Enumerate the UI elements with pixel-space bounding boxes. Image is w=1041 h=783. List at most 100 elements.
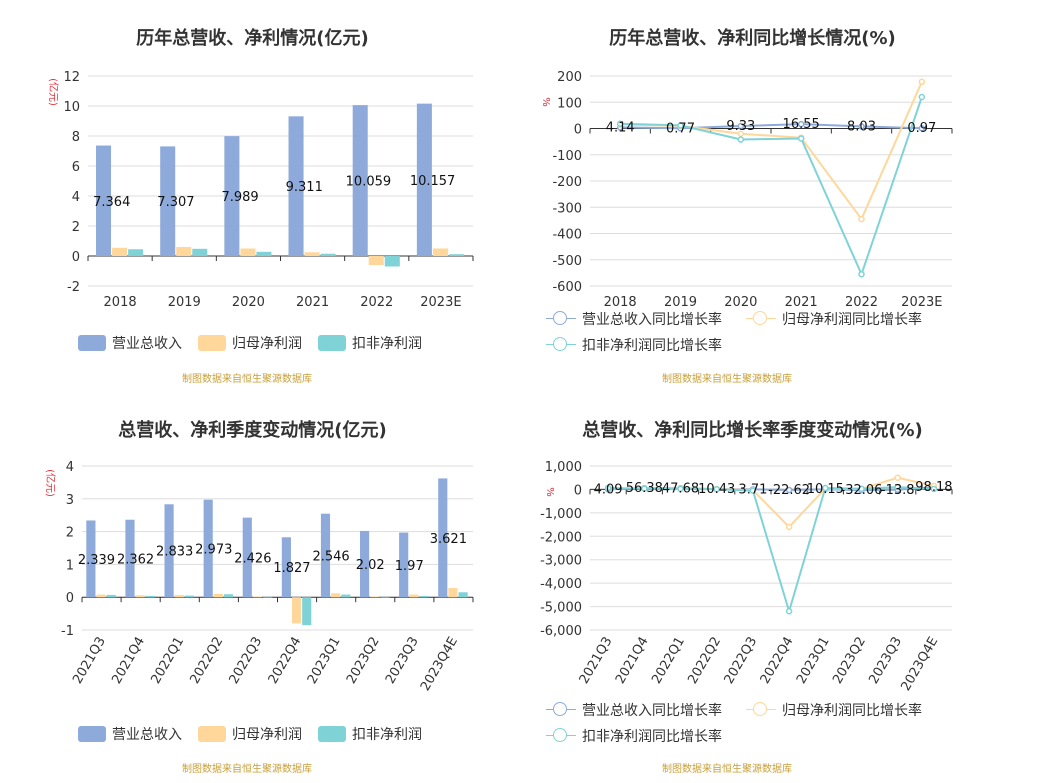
y-tick-label: -6,000 — [540, 624, 582, 639]
x-tick-label: 2018 — [104, 295, 137, 310]
bar — [145, 595, 155, 598]
legend-label: 扣非净利润 — [352, 336, 422, 352]
legend-swatch — [318, 726, 346, 742]
bar-data-label: 2.362 — [117, 552, 154, 567]
y-tick-label: -300 — [552, 201, 582, 216]
y-axis-unit-label: % — [540, 97, 551, 107]
chart-title: 历年总营收、净利情况(亿元) — [136, 28, 369, 49]
chart-title: 历年总营收、净利同比增长情况(%) — [609, 28, 896, 49]
line-point — [785, 608, 793, 615]
bar — [352, 105, 368, 257]
bar-data-label: 1.827 — [273, 561, 310, 576]
y-tick-label: 0 — [66, 591, 74, 606]
legend-item-revenue[interactable]: 营业总收入 — [78, 724, 182, 744]
legend-item-deducted-profit[interactable]: 扣非净利润 — [318, 333, 422, 353]
x-tick-label: 2022 — [845, 295, 878, 310]
bar — [360, 530, 370, 598]
bar — [320, 253, 336, 256]
line-data-label: 8.03 — [847, 119, 876, 134]
legend-item-net-profit[interactable]: 归母净利润 — [198, 333, 302, 353]
bar — [380, 596, 390, 598]
legend-label: 营业总收入同比增长率 — [582, 703, 722, 719]
legend-item-net-growth[interactable]: 归母净利润同比增长率 — [746, 309, 922, 329]
line-data-label: 16.55 — [783, 117, 820, 132]
line-data-label: 56.38 — [626, 481, 663, 496]
line-point — [713, 485, 720, 493]
line-data-label: 0.97 — [907, 121, 936, 136]
y-tick-label: -500 — [552, 254, 582, 269]
bar-data-label: 2.973 — [195, 542, 232, 557]
legend-item-revenue-growth[interactable]: 营业总收入同比增长率 — [546, 700, 722, 720]
bar — [448, 588, 458, 598]
y-tick-label: -2 — [67, 280, 80, 295]
bar-data-label: 10.157 — [410, 174, 456, 189]
x-tick-label: 2021 — [785, 295, 818, 310]
bar — [240, 248, 256, 256]
legend-swatch — [318, 335, 346, 351]
bar — [184, 595, 194, 598]
x-tick-label: 2022Q3 — [722, 635, 761, 687]
x-tick-label: 2022Q2 — [188, 635, 227, 687]
line-point — [604, 484, 612, 492]
legend-label: 营业总收入同比增长率 — [582, 312, 722, 328]
series-line — [608, 486, 934, 615]
line-point — [918, 93, 926, 101]
x-tick-label: 2023Q4E — [898, 635, 941, 694]
x-tick-label: 2023Q1 — [794, 635, 833, 687]
x-tick-label: 2022Q2 — [685, 635, 724, 687]
line-data-label: 10.43 — [698, 482, 735, 497]
line-point — [797, 135, 805, 142]
bar — [370, 596, 380, 598]
legend-item-net-profit[interactable]: 归母净利润 — [198, 724, 302, 744]
line-data-label: 10.15 — [807, 482, 844, 497]
legend-item-revenue-growth[interactable]: 营业总收入同比增长率 — [546, 309, 722, 329]
legend-item-deducted-growth[interactable]: 扣非净利润同比增长率 — [546, 726, 722, 746]
bar — [416, 103, 432, 257]
bar — [448, 254, 464, 256]
bar — [224, 136, 240, 256]
bar — [438, 478, 448, 598]
x-tick-label: 2023Q1 — [305, 635, 344, 687]
x-tick-label: 2022Q4 — [758, 635, 797, 687]
line-data-label: 3.71 — [738, 482, 767, 497]
line-point — [858, 123, 865, 130]
line-data-label: 4.14 — [606, 120, 635, 135]
legend-item-net-growth[interactable]: 归母净利润同比增长率 — [746, 700, 922, 720]
bar — [96, 594, 106, 598]
x-tick-label: 2022Q1 — [649, 635, 688, 687]
legend-label: 扣非净利润同比增长率 — [582, 338, 722, 354]
x-tick-label: 2023Q2 — [344, 635, 383, 687]
x-tick-label: 2023Q4E — [418, 635, 461, 694]
bar-data-label: 2.546 — [312, 549, 349, 564]
legend-line-icon — [546, 702, 576, 718]
quarterly-growth-chart-panel: 总营收、净利同比增长率季度变动情况(%) % -6,000 -5,000 -4,000… — [520, 391, 1040, 782]
bar-data-label: 10.059 — [346, 175, 392, 190]
bar-data-label: 7.307 — [157, 195, 194, 210]
bar-data-label: 2.833 — [156, 545, 193, 560]
line-point — [797, 120, 805, 128]
line-point — [918, 78, 926, 86]
legend-item-deducted-growth[interactable]: 扣非净利润同比增长率 — [546, 335, 722, 355]
bar-data-label: 7.364 — [93, 195, 130, 210]
x-tick-label: 2022Q3 — [227, 635, 266, 687]
line-point — [737, 130, 745, 137]
legend-line-icon — [546, 311, 576, 327]
bar-data-label: 1.97 — [395, 559, 424, 574]
legend-item-revenue[interactable]: 营业总收入 — [78, 333, 182, 353]
x-tick-label: 2020 — [232, 295, 265, 310]
line-point — [785, 486, 793, 494]
x-tick-label: 2022Q4 — [266, 635, 305, 687]
y-tick-label: -5,000 — [540, 601, 582, 616]
bar-data-label: 2.339 — [78, 553, 115, 568]
line-point — [677, 485, 684, 493]
line-point — [930, 485, 938, 493]
line-data-label: 9.33 — [726, 119, 755, 134]
line-point — [616, 120, 624, 128]
bar — [368, 256, 384, 265]
legend-item-deducted-profit[interactable]: 扣非净利润 — [318, 724, 422, 744]
bar — [192, 248, 208, 256]
line-data-label: 4.09 — [594, 482, 623, 497]
legend-swatch — [78, 726, 106, 742]
annual-growth-line-chart: % -600 -500 -400 -300 -200 -100 0 100 200 2018 2019… — [540, 70, 953, 310]
x-tick-label: 2023Q2 — [830, 635, 869, 687]
